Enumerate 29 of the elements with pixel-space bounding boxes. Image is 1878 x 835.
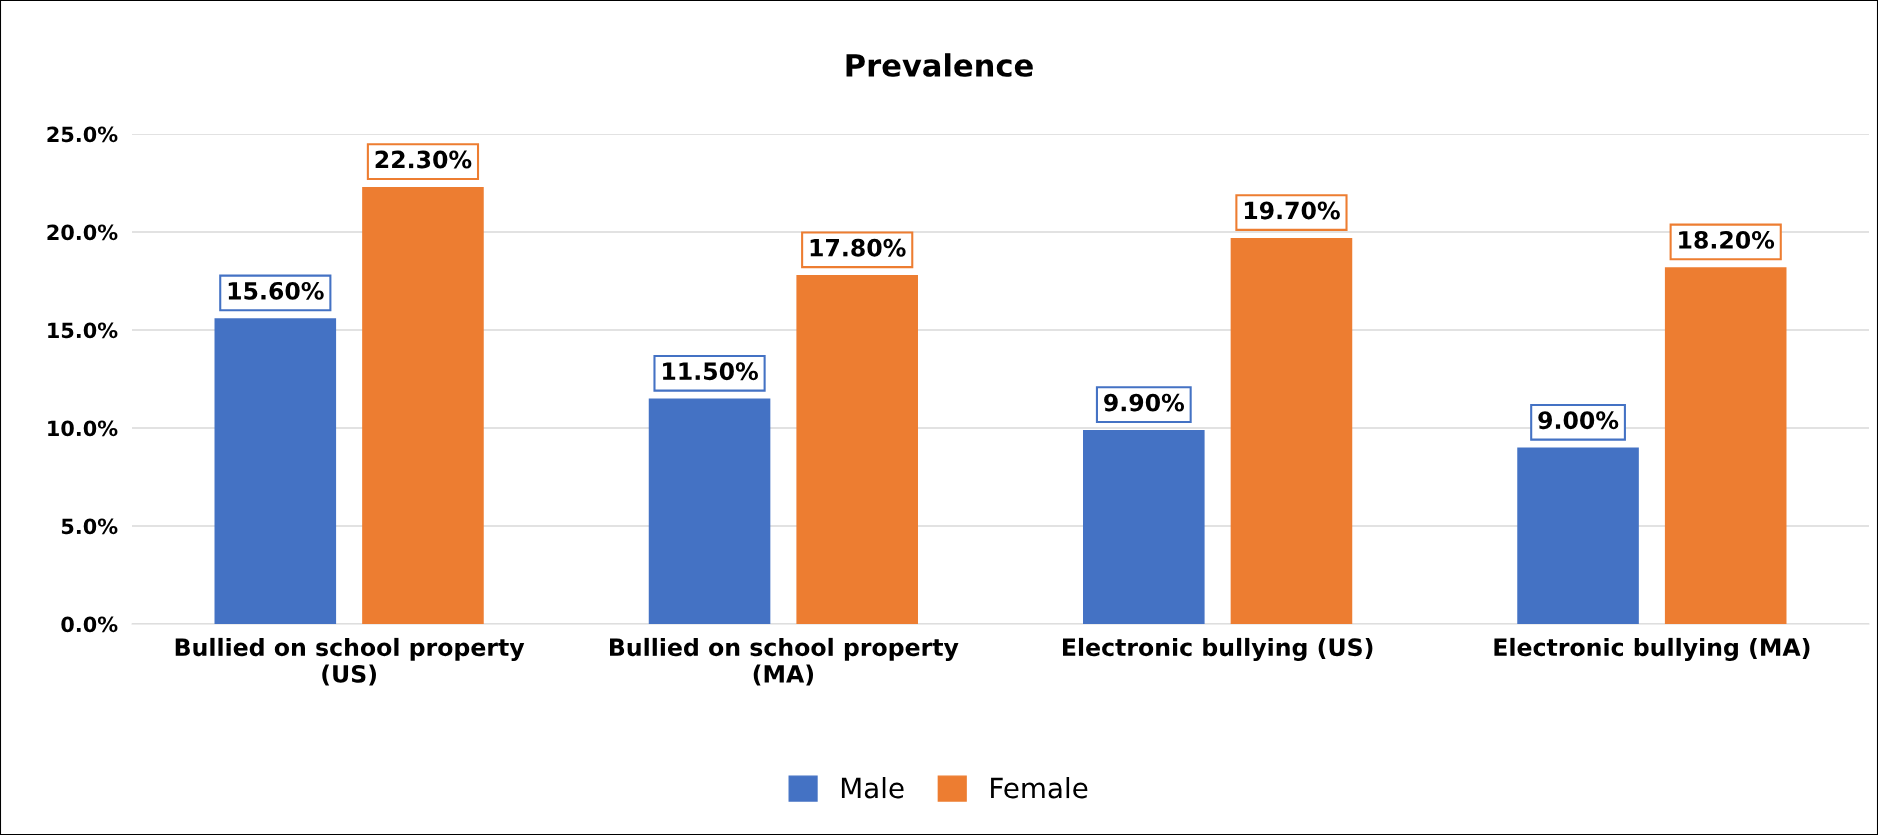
data-label: 18.20% (1679, 230, 1775, 249)
data-label: 17.80% (810, 238, 906, 257)
y-tick-label: 25.0% (47, 126, 118, 143)
data-label: 19.70% (1244, 201, 1340, 220)
bar (1664, 267, 1787, 624)
x-tick-label: Electronic bullying (MA) (1494, 637, 1810, 661)
data-label: 22.30% (375, 150, 472, 169)
x-tick-label: Electronic bullying (US) (1063, 637, 1373, 661)
bar (1230, 237, 1353, 624)
data-label: 9.00% (1538, 411, 1619, 430)
data-label: 15.60% (228, 281, 324, 300)
y-tick-label: 0.0% (61, 616, 118, 633)
y-tick-label: 15.0% (48, 322, 118, 339)
y-tick-label: 5.0% (61, 518, 118, 535)
bar (1083, 429, 1205, 624)
bar (1517, 447, 1639, 624)
data-label: 11.50% (663, 362, 758, 381)
y-tick-label: 20.0% (47, 224, 118, 241)
legend-label: Male (841, 776, 904, 799)
data-label: 9.90% (1104, 393, 1185, 412)
bar (796, 275, 918, 624)
x-tick-label: Bullied on school property (US) (175, 637, 525, 686)
bar (648, 398, 771, 624)
legend-label: Female (991, 776, 1088, 799)
x-tick-label: Bullied on school property (MA) (610, 637, 959, 686)
chart-title: Prevalence (846, 53, 1033, 77)
y-tick-label: 10.0% (48, 420, 118, 437)
bar (214, 318, 337, 624)
bar (362, 186, 484, 624)
